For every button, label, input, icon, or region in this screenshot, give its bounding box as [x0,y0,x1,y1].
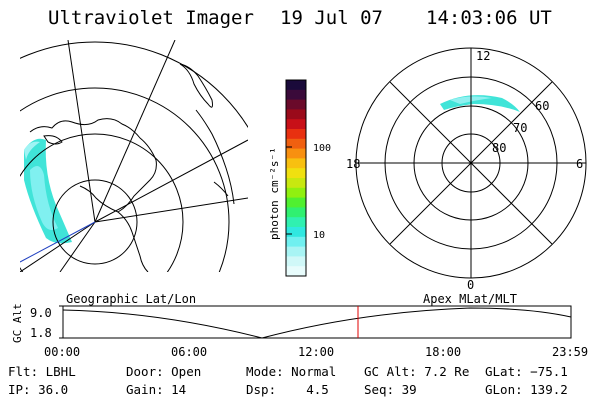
colorbar-segment [286,217,306,228]
colorbar-segment [286,207,306,218]
colorbar-segment [286,129,306,140]
status-door: Door: Open [126,364,202,379]
colorbar-tick-10: 10 [313,230,325,241]
colorbar-segment [286,246,306,257]
date-label: 19 Jul 07 [280,7,383,29]
y-tick-1-8: 1.8 [30,326,52,340]
colorbar-segment [286,89,306,101]
status-seq: Seq: 39 [364,382,417,397]
status-mode: Mode: Normal [246,364,337,379]
aurora-emission-geo [24,138,72,244]
polar-plot: 12 0 18 6 60 70 80 [346,47,587,292]
colorbar-segment [286,99,306,110]
x-tick-0000: 00:00 [44,345,81,359]
status-gc-alt: GC Alt: 7.2 Re [364,364,470,379]
colorbar-segment [286,109,306,120]
colorbar-segment [286,168,306,179]
status-flt: Flt: LBHL [8,364,76,379]
colorbar-segment [286,80,306,91]
mlt-label-0: 0 [467,278,474,292]
colorbar-segment [286,197,306,208]
mlat-label-80: 80 [492,141,506,155]
mlt-label-12: 12 [476,49,490,63]
colorbar-segment [286,138,306,150]
colorbar-segment [286,266,306,277]
status-glon: GLon: 139.2 [485,382,568,397]
status-gain: Gain: 14 [126,382,187,397]
mlt-label-18: 18 [346,157,360,171]
altitude-timeline: GC Alt [11,303,572,343]
colorbar-segment [286,236,306,248]
x-tick-1800: 18:00 [425,345,462,359]
geographic-label: Geographic Lat/Lon [66,292,197,306]
status-glat: GLat: −75.1 [485,364,568,379]
mlat-label-70: 70 [513,121,527,135]
colorbar-segment [286,119,306,130]
y-tick-9: 9.0 [30,306,52,320]
app-title: Ultraviolet Imager [48,7,254,29]
status-dsp: Dsp: 4.5 [246,382,329,397]
colorbar-segment [286,178,306,189]
y-axis-title: GC Alt [11,303,24,343]
altitude-curve [62,307,572,339]
colorbar-segment [286,148,306,159]
mlt-label-6: 6 [576,157,583,171]
colorbar-segment [286,187,306,199]
colorbar-unit-label: photon cm⁻²s⁻¹ [268,147,281,240]
colorbar-tick-100: 100 [313,143,331,154]
mlat-label-60: 60 [535,99,549,113]
x-tick-2359: 23:59 [552,345,589,359]
x-tick-1200: 12:00 [298,345,335,359]
coastline [29,63,235,272]
apex-label: Apex MLat/MLT [423,292,517,306]
status-ip: IP: 36.0 [8,382,69,397]
time-label: 14:03:06 UT [426,7,552,29]
x-tick-0600: 06:00 [171,345,208,359]
colorbar: 100 10 photon cm⁻²s⁻¹ [268,79,331,277]
colorbar-segment [286,256,306,267]
colorbar-segment [286,158,306,169]
geographic-map [20,40,248,272]
colorbar-segment [286,227,306,238]
